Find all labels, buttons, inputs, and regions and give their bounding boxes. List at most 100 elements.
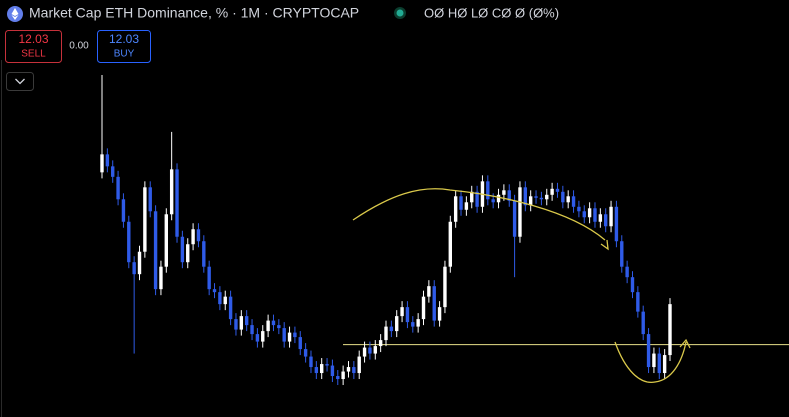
candle-body [212,289,217,293]
candle-body [330,365,335,377]
candle-body [636,292,640,312]
candle-body [309,356,313,368]
candle-body [389,326,394,332]
buy-button[interactable]: 12.03 BUY [97,30,151,63]
candle-body [539,197,544,200]
candle-body [202,241,206,267]
candle-body [512,200,517,237]
candle-body [357,356,361,374]
candle-body [207,266,211,290]
candle-body [470,191,474,203]
candle-body [630,277,635,293]
candle-body [421,296,426,320]
candle-body [362,347,367,357]
sell-price: 12.03 [18,32,48,46]
candle-body [502,190,506,195]
candle-body [196,229,201,242]
candle-body [373,346,377,354]
candle-body [261,331,265,342]
candle-body [314,367,319,374]
candle-body [293,332,297,338]
candle-body [132,262,136,275]
candle-body [587,208,592,218]
candle-body [378,340,383,347]
sell-button[interactable]: 12.03 SELL [5,30,62,63]
candle-body [571,196,576,207]
candle-body [148,187,152,212]
candle-body [341,371,345,380]
candle-body [228,296,233,320]
candle-body [491,199,495,203]
candle-body [411,322,415,327]
candle-body [561,191,565,203]
candle-body [180,236,185,263]
candle-body [325,364,329,366]
arc-bottom [614,341,687,383]
candle-body [475,191,479,207]
candle-body [384,326,388,341]
buy-label: BUY [114,49,135,60]
candle-body [287,332,292,342]
candle-body [105,154,110,167]
candle-body [405,307,410,323]
candle-body [427,286,431,297]
candle-body [609,206,613,227]
candle-body [453,196,458,222]
candle-body [121,199,126,222]
arc-top [352,188,606,241]
candle-body [175,169,179,237]
candle-body [528,196,533,206]
arrow-head [600,239,609,251]
candle-body [496,194,501,203]
candle-body [271,320,276,326]
candle-body [116,176,120,200]
candle-body [266,320,270,332]
candle-body [464,202,469,210]
candle-body [657,353,661,374]
candle-body [164,214,169,267]
candle-body [625,266,629,278]
candle-body [437,307,442,321]
plot-area [100,74,789,386]
candle-body [646,334,651,368]
candle-body [577,206,581,212]
candle-body [641,311,645,335]
candle-body [652,353,656,368]
candle-body [234,319,238,330]
candle-body [593,208,597,222]
candle-body [395,316,399,332]
candle-body [111,166,115,177]
candle-body [400,307,404,317]
candle-body [159,266,163,290]
candle-body [244,316,249,326]
candle-body [459,196,463,210]
candle-body [191,229,195,245]
collapse-button[interactable] [6,72,34,91]
candle-body [250,325,254,335]
candle-body [523,187,528,206]
candle-body [534,196,538,198]
candle-body [303,349,308,357]
buy-price: 12.03 [109,32,139,46]
candle-body [448,221,453,267]
candle-body [218,292,222,305]
candle-body [153,211,158,290]
candle-body [598,214,603,222]
candle-body [443,266,447,308]
candle-body [319,364,324,374]
candle-body [143,187,147,252]
candle-body [550,188,554,195]
candle-body [507,190,511,201]
candle-body [545,194,549,200]
candle-body [668,304,672,356]
sell-label: SELL [21,49,46,60]
candle-body [582,211,586,218]
candle-body [486,181,490,200]
candle-body [336,376,340,380]
candle-body [298,337,302,350]
status-dot [396,9,404,17]
candle-body [127,221,131,263]
spread: 0.00 [69,41,89,52]
